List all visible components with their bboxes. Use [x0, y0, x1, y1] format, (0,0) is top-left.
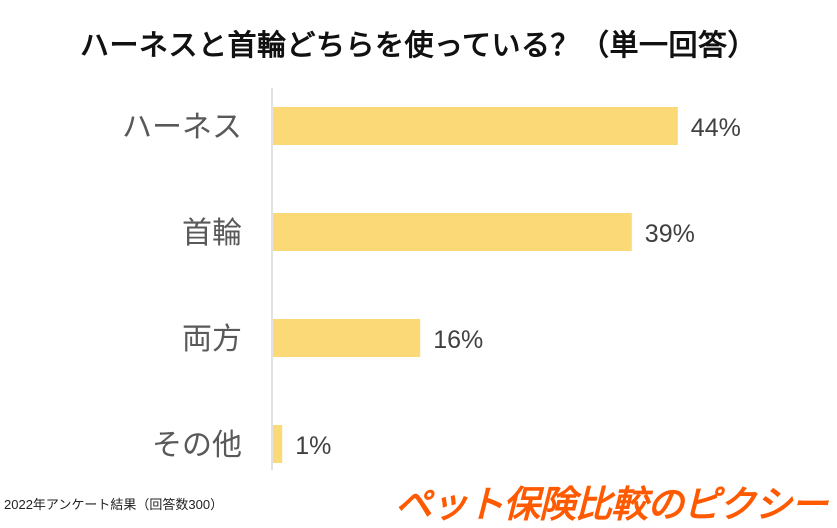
data-label: 39% — [645, 220, 695, 248]
bar-2 — [273, 319, 421, 357]
category-label: 首輪 — [182, 216, 242, 251]
data-label: 16% — [433, 326, 483, 354]
chart-title: ハーネスと首輪どちらを使っている？（単一回答） — [79, 28, 758, 62]
category-label: 両方 — [182, 322, 242, 357]
data-label: 1% — [295, 432, 331, 460]
data-label: 44% — [691, 114, 741, 142]
brand-logo: ペット保険比較のピクシー — [395, 483, 828, 526]
category-label: その他 — [152, 428, 242, 463]
category-label: ハーネス — [122, 110, 242, 145]
bar-1 — [273, 213, 632, 251]
source-note: 2022年アンケート結果（回答数300） — [4, 497, 224, 512]
bar-0 — [273, 107, 678, 145]
bar-3 — [273, 425, 283, 463]
